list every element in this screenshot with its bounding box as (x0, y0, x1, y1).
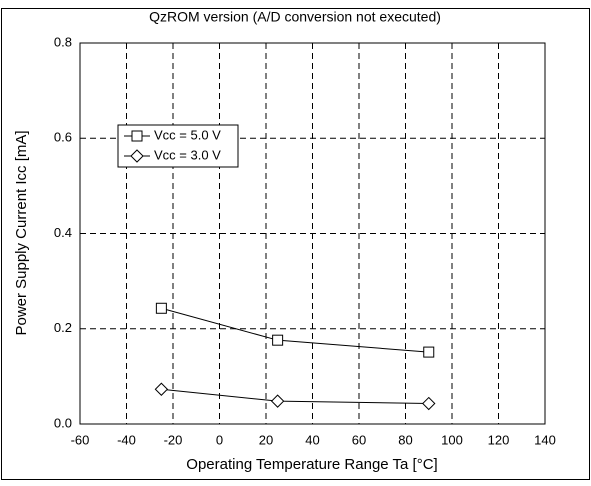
y-tick-label: 0.4 (54, 225, 72, 240)
x-tick-label: 80 (398, 432, 412, 447)
x-tick-label: 120 (488, 432, 510, 447)
x-axis-label: Operating Temperature Range Ta [°C] (186, 456, 437, 473)
series-line (161, 307, 429, 353)
x-tick-label: -20 (164, 432, 183, 447)
x-tick-label: -40 (117, 432, 136, 447)
y-tick-label: 0.6 (54, 130, 72, 145)
marker (155, 302, 167, 314)
marker (423, 346, 435, 358)
marker (422, 396, 436, 411)
marker (154, 382, 169, 396)
marker (130, 149, 144, 163)
legend-label: Vcc = 5.0 V (154, 127, 221, 142)
x-tick-label: 140 (534, 432, 556, 447)
legend-label: Vcc = 3.0 V (154, 147, 221, 162)
series-line (161, 388, 429, 405)
chart-title: QzROM version (A/D conversion not execut… (149, 9, 441, 25)
x-tick-label: -60 (71, 432, 90, 447)
x-tick-label: 60 (352, 432, 366, 447)
x-tick-label: 0 (216, 432, 223, 447)
plot-area (79, 42, 546, 425)
marker (131, 130, 143, 142)
x-tick-label: 40 (305, 432, 319, 447)
y-tick-label: 0.2 (54, 320, 72, 335)
y-axis-label: Power Supply Current Icc [mA] (13, 130, 30, 335)
marker (270, 394, 285, 408)
x-tick-label: 100 (441, 432, 463, 447)
x-tick-label: 20 (259, 432, 273, 447)
frame (1, 8, 590, 480)
marker (272, 334, 284, 346)
y-tick-label: 0.0 (54, 415, 72, 430)
y-tick-label: 0.8 (54, 34, 72, 49)
